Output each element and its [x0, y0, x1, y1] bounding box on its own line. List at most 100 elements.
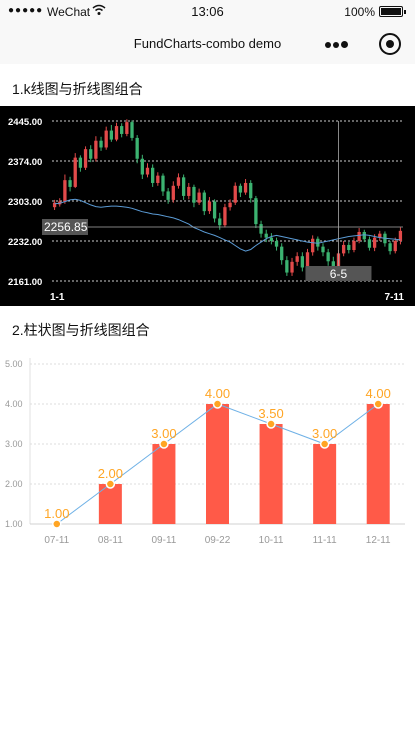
kline-candle-body — [63, 180, 67, 202]
kline-candle-body — [280, 246, 284, 261]
kline-candle-body — [254, 198, 258, 225]
kline-candle-body — [341, 244, 346, 254]
kline-candle-body — [166, 191, 170, 200]
kline-candle-body — [197, 192, 201, 203]
bar-x-tick: 12-11 — [366, 535, 391, 546]
battery-percent: 100% — [344, 5, 375, 19]
kline-candle-body — [78, 157, 83, 168]
kline-candle-body — [68, 180, 72, 187]
kline-candle-body — [290, 261, 294, 273]
bar-line-point — [52, 519, 62, 529]
bar-rect — [98, 484, 122, 524]
kline-candle-body — [176, 177, 181, 186]
kline-candle-body — [73, 157, 77, 187]
bar-data-label: 2.00 — [98, 466, 123, 481]
bar-line-point — [266, 419, 276, 429]
kline-x-label-end: 7-11 — [385, 292, 405, 303]
bar-y-tick: 2.00 — [5, 479, 23, 489]
section-title-bar: 2.柱状图与折线图组合 — [12, 322, 150, 338]
kline-candle-body — [207, 201, 212, 212]
kline-candle-body — [249, 182, 253, 199]
kline-candle-body — [311, 238, 315, 253]
bar-data-label: 3.00 — [151, 426, 176, 441]
nav-bar: FundCharts-combo demo — [0, 24, 415, 64]
kline-candle-body — [192, 186, 196, 203]
bar-x-tick: 09-22 — [205, 535, 231, 546]
section-title-kline: 1.k线图与折线图组合 — [12, 81, 143, 97]
status-time: 13:06 — [191, 4, 224, 19]
kline-candle-body — [99, 140, 103, 148]
wifi-icon — [92, 4, 106, 16]
kline-candle-body — [259, 224, 263, 234]
kline-y-tick: 2445.00 — [8, 117, 42, 128]
bar-rect — [152, 444, 176, 524]
bar-y-tick: 5.00 — [5, 359, 23, 369]
kline-candle-body — [120, 126, 124, 134]
bar-rect — [313, 444, 337, 524]
battery-icon — [379, 6, 406, 17]
bar-x-tick: 07-11 — [44, 535, 69, 546]
kline-candle-body — [202, 192, 206, 212]
kline-candle-body — [114, 126, 119, 140]
kline-candle-body — [274, 241, 279, 247]
bar-data-label: 3.50 — [258, 406, 283, 421]
kline-candle-body — [89, 149, 93, 159]
kline-candle-body — [372, 237, 377, 248]
kline-candle-body — [321, 246, 325, 253]
bar-rect — [259, 424, 283, 524]
bar-x-tick: 11-11 — [313, 535, 338, 546]
kline-candle-body — [357, 231, 361, 241]
bar-chart-svg: 1.00 2.00 3.00 4.00 5.00 07-11 08-11 09-11 09-22… — [5, 358, 405, 546]
kline-x-label-start: 1-1 — [50, 292, 65, 303]
bar-line-point — [373, 399, 383, 409]
kline-candle-body — [378, 233, 382, 238]
kline-y-tick: 2374.00 — [8, 157, 42, 168]
kline-candle-body — [285, 260, 289, 273]
kline-candle-body — [352, 241, 356, 251]
kline-candle-body — [388, 243, 392, 252]
kline-candle-body — [331, 261, 335, 271]
signal-strength: ●●●●● — [8, 5, 44, 16]
kline-candle-body — [398, 230, 403, 241]
status-bar: ●●●●● WeChat 13:06 100% — [0, 0, 415, 24]
kline-crosshair-date-label: 6-5 — [330, 267, 348, 281]
kline-candle-body — [269, 237, 274, 241]
bar-y-tick: 1.00 — [5, 519, 23, 529]
bar-line-point — [159, 439, 169, 449]
kline-candle-body — [52, 202, 57, 208]
more-icon[interactable] — [321, 31, 355, 58]
kline-candle-body — [83, 149, 88, 168]
kline-crosshair-value-box — [42, 219, 88, 235]
page-title: FundCharts-combo demo — [133, 36, 282, 51]
kline-candle-body — [125, 122, 129, 134]
kline-candle-body — [295, 256, 299, 262]
kline-candle-body — [362, 231, 366, 240]
kline-ma-line — [54, 198, 401, 252]
kline-candle-body — [233, 185, 237, 203]
bar-x-tick: 08-11 — [98, 535, 123, 546]
kline-candle-body — [130, 122, 134, 138]
kline-candle-body — [171, 185, 175, 200]
bar-line-chart[interactable]: 1.00 2.00 3.00 4.00 5.00 07-11 08-11 09-11 09-22… — [0, 348, 415, 553]
bar-x-tick: 09-11 — [152, 535, 177, 546]
kline-chart-svg: 2445.00 2374.00 2303.00 2232.00 2161.00 2256.… — [8, 117, 405, 303]
carrier-name: WeChat — [47, 5, 91, 19]
bar-rect — [366, 404, 390, 524]
kline-candle-body — [145, 167, 150, 175]
kline-chart[interactable]: 2445.00 2374.00 2303.00 2232.00 2161.00 2256.… — [0, 106, 415, 306]
kline-candle-body — [228, 202, 232, 208]
kline-candle-body — [223, 207, 227, 226]
bar-x-tick: 10-11 — [259, 535, 284, 546]
kline-candle-body — [135, 137, 139, 159]
kline-candle-body — [212, 201, 217, 219]
bar-y-tick: 4.00 — [5, 399, 23, 409]
kline-candle-body — [367, 239, 372, 248]
kline-candle-body — [181, 177, 186, 196]
target-close-icon[interactable] — [379, 33, 401, 55]
kline-candle-body — [218, 218, 222, 226]
kline-y-tick: 2303.00 — [8, 197, 42, 208]
kline-candle-body — [238, 185, 243, 193]
kline-candle-body — [156, 175, 160, 183]
kline-candle-body — [305, 252, 310, 268]
kline-candle-body — [393, 241, 397, 252]
